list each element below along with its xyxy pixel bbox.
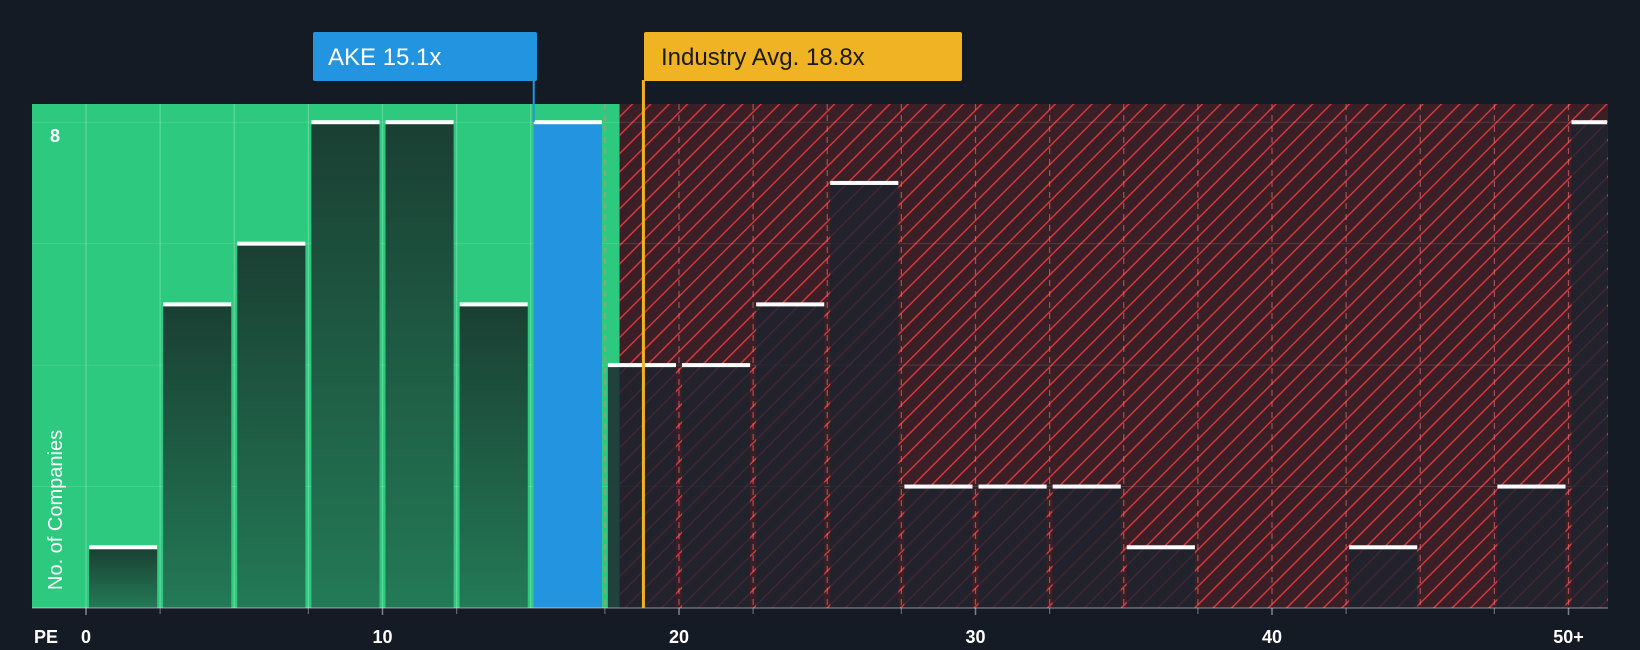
x-tick-label: 30: [965, 627, 985, 647]
bar: [756, 304, 825, 608]
bar: [459, 304, 528, 608]
bar: [1571, 122, 1608, 609]
bar-cap: [1497, 484, 1566, 489]
industry-avg-callout-box: [644, 32, 962, 81]
bar: [163, 304, 232, 608]
bar-cap: [163, 302, 232, 307]
x-tick-label: 0: [81, 627, 91, 647]
bar: [1126, 547, 1195, 608]
industry-avg-label: Industry Avg. 18.8x: [661, 44, 865, 71]
bar-cap: [237, 241, 306, 246]
company-pe-label: AKE 15.1x: [328, 44, 441, 71]
bar-cap: [1349, 545, 1418, 550]
x-tick-label: 40: [1262, 627, 1282, 647]
company-pe-callout: AKE 15.1x: [313, 32, 537, 81]
x-tick-label: 20: [669, 627, 689, 647]
bar: [237, 243, 306, 608]
company-pe-callout-box: [313, 32, 537, 81]
bar-cap: [89, 545, 158, 550]
bar-cap: [756, 302, 825, 307]
bar: [1052, 486, 1121, 608]
y-tick-label: 8: [50, 126, 60, 146]
bar-cap: [682, 363, 751, 368]
bar: [311, 122, 380, 609]
bar-cap: [533, 120, 602, 125]
bar: [385, 122, 454, 609]
bar-cap: [978, 484, 1047, 489]
bar-cap: [385, 120, 454, 125]
bar-cap: [830, 180, 899, 185]
x-axis-ticks: 0 10 20 30 40 50+: [81, 608, 1584, 647]
bar: [830, 182, 899, 608]
bar-cap: [459, 302, 528, 307]
bar-cap: [1571, 120, 1608, 125]
bar: [904, 486, 973, 608]
bar: [1497, 486, 1566, 608]
bar: [1349, 547, 1418, 608]
y-axis-label: No. of Companies: [45, 430, 67, 590]
bar: [682, 365, 751, 608]
x-axis-label: PE: [34, 627, 58, 647]
bar-cap: [1126, 545, 1195, 550]
bar: [978, 486, 1047, 608]
x-tick-label: 10: [372, 627, 392, 647]
bar-cap: [904, 484, 973, 489]
bar-company-bin: [533, 122, 602, 609]
bar-cap: [1052, 484, 1121, 489]
x-tick-label: 50+: [1553, 627, 1584, 647]
bar: [89, 547, 158, 608]
bar-cap: [311, 120, 380, 125]
industry-avg-callout: Industry Avg. 18.8x: [644, 32, 962, 81]
